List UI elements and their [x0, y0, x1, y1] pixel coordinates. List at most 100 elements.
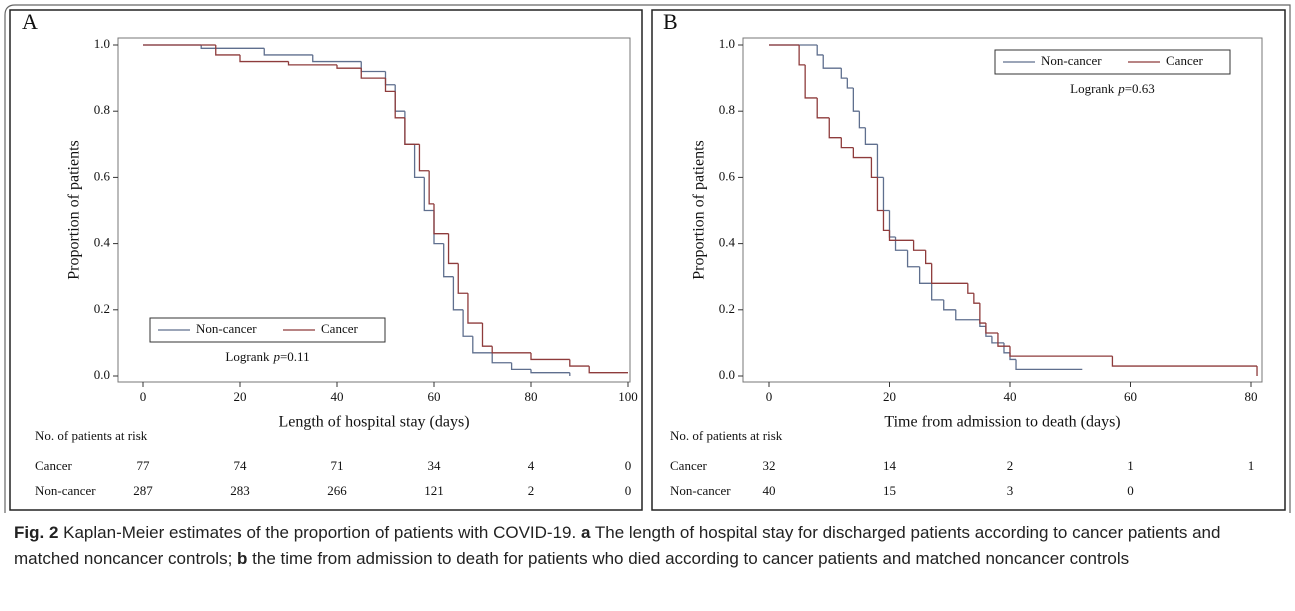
survival-step [472, 336, 493, 354]
risk-count: 15 [883, 483, 896, 498]
survival-step [967, 283, 974, 294]
risk-count: 34 [428, 458, 442, 473]
survival-step [312, 54, 362, 63]
y-axis-label: Proportion of patients [691, 140, 708, 280]
risk-count: 0 [625, 458, 632, 473]
x-tick-label: 20 [234, 389, 247, 404]
survival-step [394, 84, 405, 112]
survival-step [384, 78, 396, 92]
risk-row-label: Cancer [35, 458, 72, 473]
caption: Fig. 2 Kaplan-Meier estimates of the pro… [14, 520, 1284, 572]
panel-label: A [22, 9, 38, 34]
legend-label: Cancer [1166, 53, 1203, 68]
caption-tag: b [237, 549, 248, 568]
survival-step [852, 88, 860, 112]
survival-step [918, 266, 932, 284]
risk-row-label: Non-cancer [670, 483, 731, 498]
survival-step [985, 326, 992, 337]
survival-step [491, 352, 512, 364]
x-tick-label: 60 [1124, 389, 1137, 404]
y-tick-label: 0.2 [94, 301, 110, 316]
risk-count: 77 [137, 458, 151, 473]
y-tick-label: 1.0 [719, 36, 735, 51]
survival-step [816, 45, 824, 56]
survival-step [287, 61, 337, 66]
annotation-value: =0.11 [280, 349, 310, 364]
survival-step [413, 144, 425, 179]
survival-step [1003, 342, 1010, 354]
risk-count: 2 [528, 483, 535, 498]
plot-frame [742, 37, 1263, 383]
risk-count: 3 [1007, 483, 1014, 498]
risk-count: 32 [763, 458, 776, 473]
caption-text: Kaplan-Meier estimates of the proportion… [63, 523, 577, 542]
survival-step [888, 230, 914, 241]
survival-step [394, 91, 405, 119]
risk-count: 283 [230, 483, 250, 498]
x-tick-label: 0 [766, 389, 773, 404]
survival-step [931, 263, 968, 284]
risk-row-label: Non-cancer [35, 483, 96, 498]
panel-label: B [663, 9, 678, 34]
survival-step [491, 346, 531, 354]
plot-frame [117, 37, 631, 383]
survival-step [804, 64, 818, 99]
survival-step [428, 170, 434, 205]
risk-count: 1 [1127, 458, 1134, 473]
y-tick-label: 0.4 [719, 235, 736, 250]
annotation-symbol: p [1117, 81, 1125, 96]
survival-step [846, 78, 854, 89]
y-tick-label: 0.2 [719, 301, 735, 316]
survival-step [888, 210, 896, 238]
survival-step [955, 309, 980, 321]
x-tick-label: 40 [1004, 389, 1017, 404]
survival-step [360, 61, 386, 73]
x-tick-label: 20 [883, 389, 896, 404]
risk-count: 14 [883, 458, 897, 473]
survival-step [404, 117, 420, 145]
x-axis-label: Length of hospital stay (days) [278, 414, 469, 431]
survival-step [443, 243, 454, 278]
survival-step [828, 117, 842, 139]
panel-border [651, 9, 1286, 511]
legend-label: Non-cancer [196, 321, 257, 336]
survival-step [452, 276, 464, 311]
risk-count: 40 [763, 483, 776, 498]
x-tick-label: 80 [1245, 389, 1258, 404]
survival-step [215, 45, 240, 56]
survival-step [979, 303, 986, 324]
survival-step [876, 144, 884, 179]
survival-step [985, 323, 998, 334]
survival-step [882, 177, 890, 212]
y-tick-label: 0.8 [94, 102, 110, 117]
survival-step [840, 68, 848, 79]
survival-step [943, 299, 956, 311]
survival-step [360, 68, 386, 79]
risk-table-title: No. of patients at risk [670, 428, 783, 443]
survival-step [423, 177, 434, 212]
survival-step [876, 177, 884, 212]
annotation: Logrank p=0.11 [225, 349, 309, 364]
caption-text: the time from admission to death for pat… [252, 549, 1130, 568]
y-tick-label: 0.6 [94, 168, 111, 183]
survival-step [462, 309, 473, 337]
panel-border [9, 9, 643, 511]
survival-step [931, 283, 944, 301]
survival-step [481, 323, 493, 347]
x-tick-label: 100 [618, 389, 638, 404]
risk-count: 1 [1248, 458, 1255, 473]
survival-step [882, 210, 890, 232]
risk-count: 74 [234, 458, 248, 473]
risk-row-label: Cancer [670, 458, 707, 473]
survival-step [447, 233, 459, 265]
survival-step [870, 157, 878, 179]
survival-step [418, 144, 430, 172]
y-tick-label: 0.4 [94, 235, 111, 250]
survival-step [530, 369, 570, 374]
survival-step [530, 352, 570, 361]
survival-step [1111, 356, 1258, 367]
annotation-value: =0.63 [1125, 81, 1155, 96]
y-tick-label: 0.0 [94, 367, 110, 382]
risk-count: 0 [625, 483, 632, 498]
survival-step [925, 250, 932, 265]
